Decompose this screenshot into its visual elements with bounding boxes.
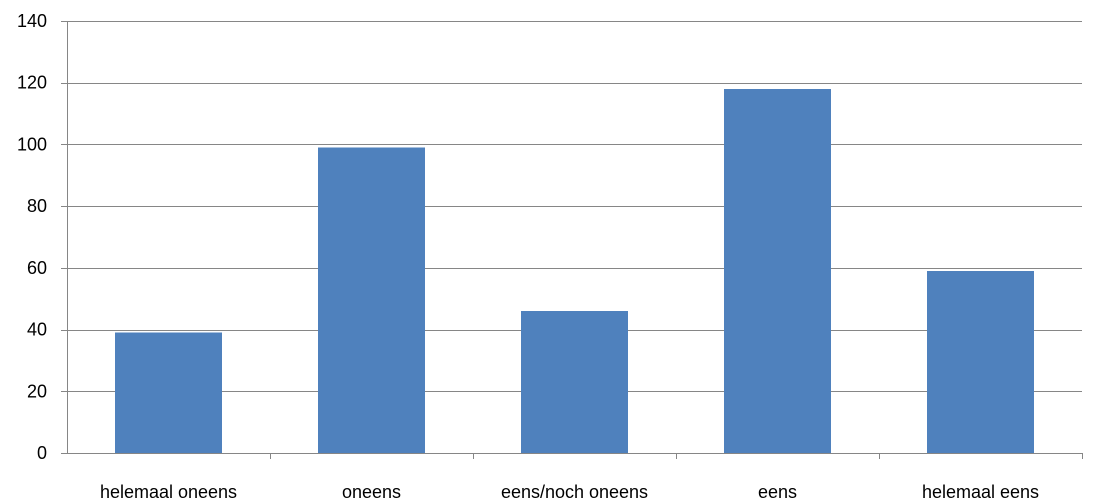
y-tick-label: 140 xyxy=(17,11,47,31)
x-tick-label: eens xyxy=(758,482,797,502)
bar[interactable] xyxy=(521,311,628,453)
bars xyxy=(115,88,1034,453)
y-tick-label: 100 xyxy=(17,134,47,154)
bar[interactable] xyxy=(115,332,222,453)
y-tick-label: 0 xyxy=(37,443,47,463)
y-tick-label: 80 xyxy=(27,196,47,216)
x-tick-label: helemaal eens xyxy=(922,482,1039,502)
y-tick-label: 20 xyxy=(27,381,47,401)
axes xyxy=(61,21,1083,459)
y-tick-label: 120 xyxy=(17,73,47,93)
y-tick-label: 40 xyxy=(27,320,47,340)
y-axis-tick-labels: 0 20 40 60 80 100 120 140 xyxy=(17,11,47,463)
bar[interactable] xyxy=(724,88,831,453)
y-tick-label: 60 xyxy=(27,258,47,278)
x-axis-tick-labels: helemaal oneens oneens eens/noch oneens een… xyxy=(100,482,1039,502)
gridlines xyxy=(67,21,1082,392)
bar[interactable] xyxy=(927,270,1034,453)
x-tick-label: eens/noch oneens xyxy=(501,482,648,502)
bar[interactable] xyxy=(318,147,425,453)
x-tick-label: helemaal oneens xyxy=(100,482,237,502)
x-tick-label: oneens xyxy=(342,482,401,502)
